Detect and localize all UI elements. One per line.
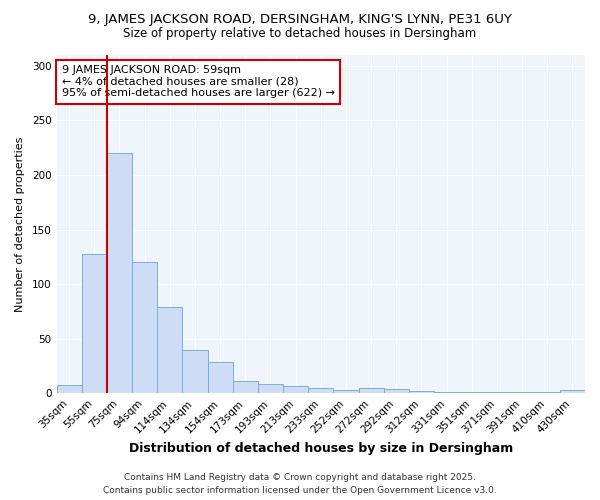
- Y-axis label: Number of detached properties: Number of detached properties: [15, 136, 25, 312]
- Bar: [308, 388, 334, 394]
- Bar: [82, 254, 107, 394]
- Bar: [208, 362, 233, 394]
- Text: 9, JAMES JACKSON ROAD, DERSINGHAM, KING'S LYNN, PE31 6UY: 9, JAMES JACKSON ROAD, DERSINGHAM, KING'…: [88, 12, 512, 26]
- Bar: [233, 382, 258, 394]
- Bar: [182, 350, 208, 394]
- Bar: [132, 262, 157, 394]
- Bar: [56, 384, 82, 394]
- Text: Size of property relative to detached houses in Dersingham: Size of property relative to detached ho…: [124, 28, 476, 40]
- Bar: [459, 392, 484, 394]
- Bar: [535, 392, 560, 394]
- X-axis label: Distribution of detached houses by size in Dersingham: Distribution of detached houses by size …: [128, 442, 513, 455]
- Bar: [359, 388, 383, 394]
- Bar: [107, 153, 132, 394]
- Bar: [283, 386, 308, 394]
- Bar: [157, 307, 182, 394]
- Bar: [509, 392, 535, 394]
- Bar: [383, 389, 409, 394]
- Bar: [560, 390, 585, 394]
- Bar: [258, 384, 283, 394]
- Bar: [434, 392, 459, 394]
- Text: 9 JAMES JACKSON ROAD: 59sqm
← 4% of detached houses are smaller (28)
95% of semi: 9 JAMES JACKSON ROAD: 59sqm ← 4% of deta…: [62, 65, 335, 98]
- Bar: [334, 390, 359, 394]
- Bar: [484, 392, 509, 394]
- Text: Contains HM Land Registry data © Crown copyright and database right 2025.
Contai: Contains HM Land Registry data © Crown c…: [103, 473, 497, 495]
- Bar: [409, 391, 434, 394]
